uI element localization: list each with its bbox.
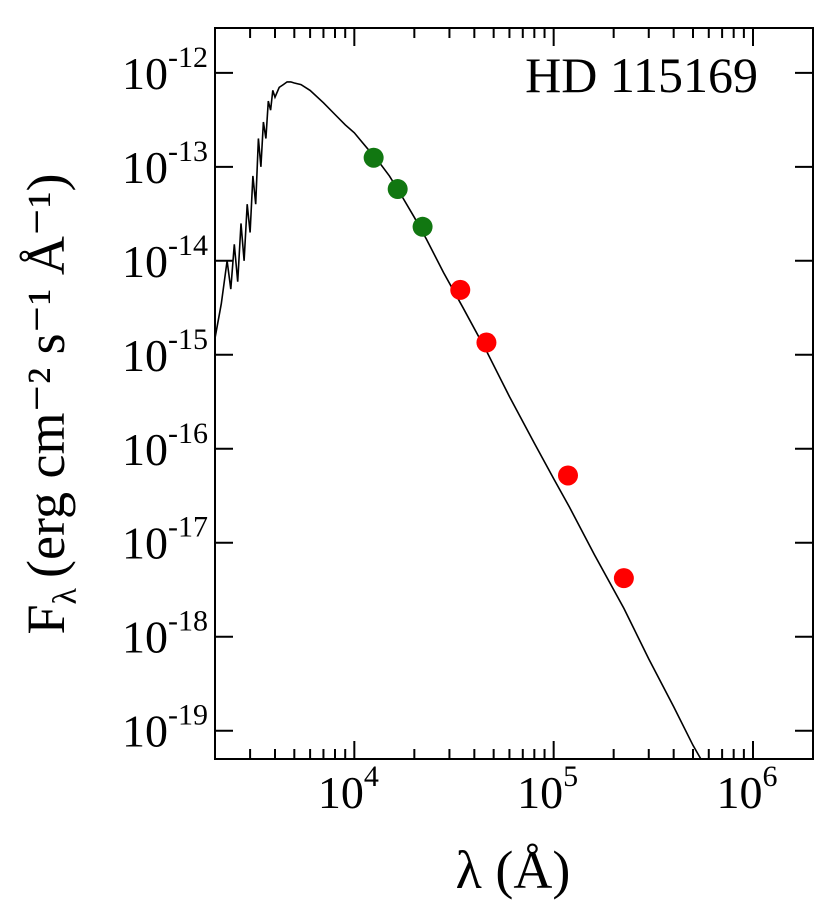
tick-exponent: 6: [762, 760, 777, 793]
star-annotation: HD 115169: [525, 47, 758, 103]
tick-base: 10: [517, 767, 563, 818]
y-axis-label-subscript: λ: [47, 587, 84, 604]
tick-base: 10: [122, 518, 168, 569]
y-tick-label: 10-16: [122, 417, 208, 475]
photometry-point: [613, 568, 634, 589]
tick-exponent: -18: [168, 605, 208, 638]
model-spectrum-line: [215, 81, 702, 759]
y-tick-label: 10-14: [122, 229, 208, 287]
y-tick-label: 10-12: [122, 41, 208, 99]
x-tick-label: 106: [716, 760, 777, 818]
y-axis-label-main: F: [16, 604, 76, 634]
photometry-point: [363, 147, 384, 168]
x-tick-labels: 104 105 106: [318, 760, 778, 818]
tick-exponent: -12: [168, 41, 208, 74]
y-axis-label: Fλ (erg cm⁻² s⁻¹ Å⁻¹): [16, 173, 84, 634]
y-tick-label: 10-18: [122, 605, 208, 663]
tick-exponent: -13: [168, 135, 208, 168]
y-axis-label-units: (erg cm⁻² s⁻¹ Å⁻¹): [16, 173, 76, 578]
y-tick-label: 10-19: [122, 699, 208, 757]
y-tick-label: 10-15: [122, 323, 208, 381]
photometry-point: [557, 465, 578, 486]
x-axis-label: λ (Å): [456, 840, 571, 900]
photometry-point: [450, 279, 471, 300]
data-series: [215, 81, 702, 759]
photometry-point: [387, 179, 408, 200]
tick-exponent: -15: [168, 323, 208, 356]
tick-base: 10: [122, 330, 168, 381]
x-tick-label: 104: [318, 760, 379, 818]
tick-base: 10: [122, 612, 168, 663]
tick-base: 10: [122, 236, 168, 287]
tick-base: 10: [122, 48, 168, 99]
tick-exponent: -17: [168, 511, 208, 544]
x-tick-label: 105: [517, 760, 578, 818]
tick-base: 10: [318, 767, 364, 818]
tick-exponent: -14: [168, 229, 208, 262]
tick-exponent: 4: [364, 760, 379, 793]
tick-base: 10: [122, 142, 168, 193]
photometry-point: [476, 332, 497, 353]
tick-base: 10: [122, 706, 168, 757]
tick-exponent: 5: [563, 760, 578, 793]
tick-base: 10: [716, 767, 762, 818]
axis-ticks: [214, 28, 814, 759]
tick-exponent: -16: [168, 417, 208, 450]
y-tick-label: 10-13: [122, 135, 208, 193]
photometry-point: [412, 216, 433, 237]
plot-frame: [214, 27, 814, 760]
tick-exponent: -19: [168, 699, 208, 732]
tick-base: 10: [122, 424, 168, 475]
y-tick-label: 10-17: [122, 511, 208, 569]
